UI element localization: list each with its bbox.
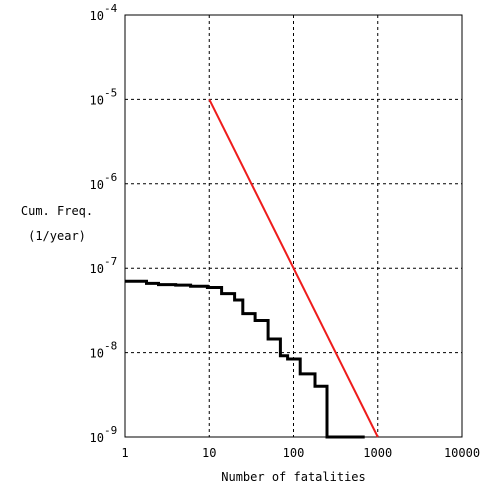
x-axis-label: Number of fatalities	[221, 470, 366, 484]
y-tick-label: 10	[90, 431, 104, 445]
y-tick-label: 10	[90, 178, 104, 192]
x-axis-tick-labels: 1 10 100 1000 10000	[121, 446, 480, 460]
x-tick-label: 10000	[444, 446, 480, 460]
fn-step-curve	[125, 279, 365, 439]
x-tick-label: 100	[283, 446, 305, 460]
y-tick-label: 10	[90, 262, 104, 276]
grid-lines	[125, 15, 462, 437]
y-tick-label: 10	[90, 347, 104, 361]
y-tick-exponent: -8	[104, 340, 117, 353]
x-tick-label: 1000	[363, 446, 392, 460]
x-tick-label: 10	[202, 446, 216, 460]
y-tick-exponent: -9	[104, 424, 117, 437]
y-tick-label: 10	[90, 9, 104, 23]
y-axis-tick-labels: 10-410-510-610-710-810-9	[90, 2, 118, 445]
y-tick-exponent: -6	[104, 171, 117, 184]
plot-frame	[124, 14, 463, 438]
criterion-line	[208, 98, 379, 438]
y-axis-label-line-2: (1/year)	[28, 229, 86, 243]
data-series	[125, 98, 379, 439]
x-tick-label: 1	[121, 446, 128, 460]
y-tick-exponent: -7	[104, 255, 117, 268]
y-tick-label: 10	[90, 93, 104, 107]
y-tick-exponent: -4	[104, 2, 118, 15]
y-tick-exponent: -5	[104, 86, 117, 99]
y-axis-label-line-1: Cum. Freq.	[21, 204, 93, 218]
